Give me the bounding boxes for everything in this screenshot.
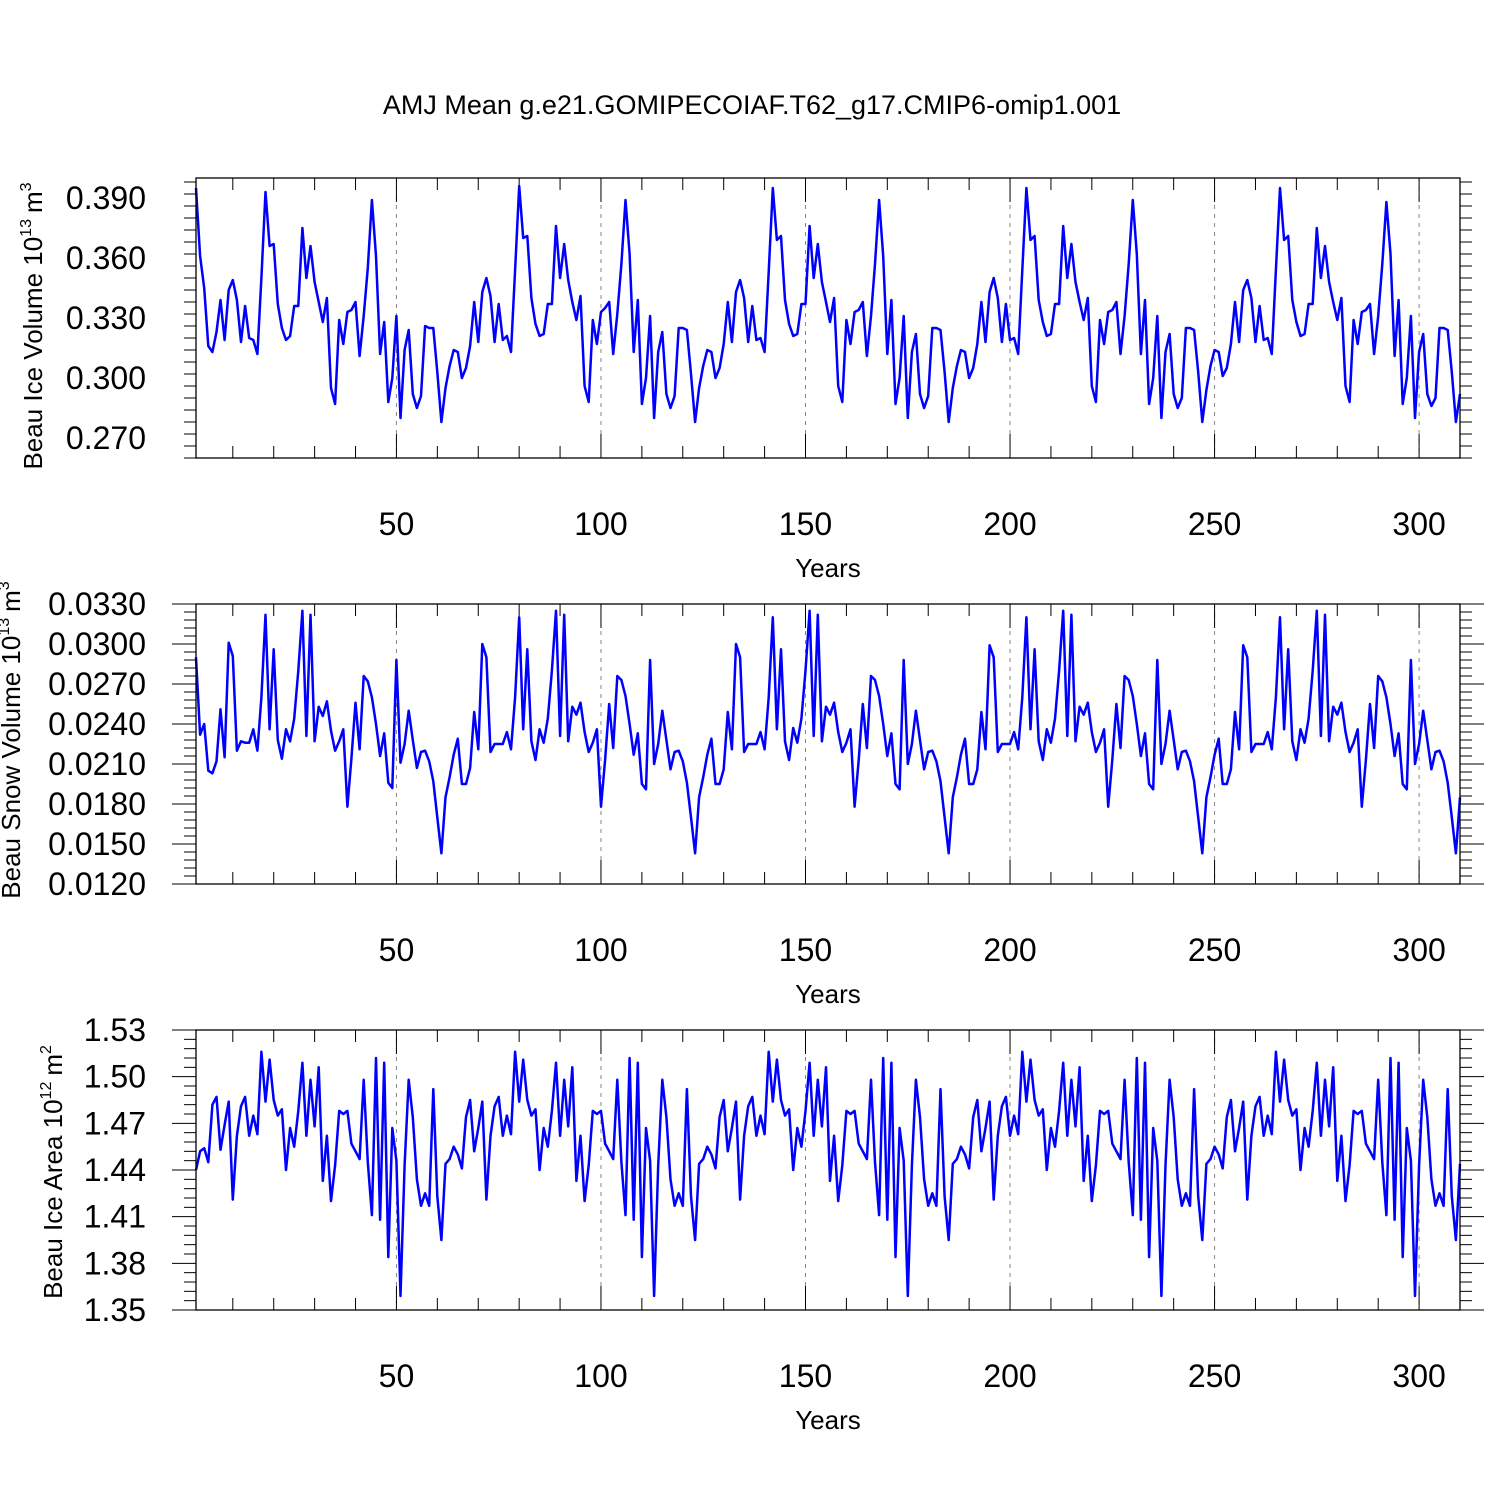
figure-title: AMJ Mean g.e21.GOMIPECOIAF.T62_g17.CMIP6… [383,90,1121,120]
y-axis-label: Beau Snow Volume 1013 m3 [0,581,26,899]
y-axis-label-unit-exponent: 3 [0,581,13,590]
y-tick-label: 0.0240 [48,706,146,742]
series-line [194,184,1462,424]
y-tick-label: 0.0120 [48,866,146,902]
y-tick-label: 1.35 [84,1292,146,1328]
x-tick-label: 100 [574,1358,627,1394]
x-tick-label: 250 [1188,506,1241,542]
y-tick-label: 0.300 [66,360,146,396]
y-tick-label: 0.330 [66,300,146,336]
panel-3: 50 100 150 200 250 300 1.53 1.50 1.47 1.44 1.41 1.3… [38,1012,1484,1435]
x-tick-label: 150 [779,506,832,542]
y-tick-label: 1.41 [84,1199,146,1235]
x-tick-label: 250 [1188,932,1241,968]
y-axis-label-unit: m [0,590,26,612]
y-axis-label-text: Beau Ice Area 10 [38,1099,68,1298]
x-tick-label: 200 [983,932,1036,968]
x-tick-label: 150 [779,932,832,968]
panel-2: 50 100 150 200 250 300 0.0330 0.0300 0.0270 0.024… [0,581,1484,1009]
y-tick-label: 0.0300 [48,626,146,662]
y-axis-label-unit: m [38,1054,68,1076]
y-axis-label-exponent: 13 [0,618,13,636]
y-tick-label: 0.390 [66,180,146,216]
y-axis-label-exponent: 13 [18,219,35,237]
plot-frame [195,603,1461,885]
y-axis-label-unit-exponent: 2 [38,1045,55,1054]
y-axis-label: Beau Ice Area 1012 m2 [38,1045,68,1299]
y-tick-label: 0.0150 [48,826,146,862]
x-tick-label: 50 [379,932,415,968]
x-tick-label: 50 [379,506,415,542]
y-axis-label-text: Beau Ice Volume 10 [18,237,48,470]
x-tick-label: 150 [779,1358,832,1394]
y-tick-label: 1.50 [84,1059,146,1095]
y-tick-label: 0.0270 [48,666,146,702]
x-tick-label: 200 [983,1358,1036,1394]
y-tick-label: 0.0210 [48,746,146,782]
y-tick-label: 1.47 [84,1105,146,1141]
y-axis-label-text: Beau Snow Volume 10 [0,636,26,899]
y-tick-label: 0.360 [66,240,146,276]
x-tick-label: 100 [574,932,627,968]
x-tick-label: 300 [1392,932,1445,968]
x-axis-label: Years [795,1405,861,1435]
y-tick-label: 1.38 [84,1245,146,1281]
x-tick-label: 100 [574,506,627,542]
y-tick-label: 1.44 [84,1152,146,1188]
x-tick-label: 300 [1392,1358,1445,1394]
y-axis-label: Beau Ice Volume 1013 m3 [18,182,48,469]
y-axis-label-unit-exponent: 3 [18,182,35,191]
y-tick-label: 0.270 [66,420,146,456]
y-axis-label-exponent: 12 [38,1082,55,1100]
x-axis-label: Years [795,553,861,583]
x-tick-label: 250 [1188,1358,1241,1394]
series-line [194,609,1462,855]
chart-panels: 50 100 150 200 250 3000.3900.3600.3300.3000.2… [0,177,1484,1435]
y-tick-label: 0.0330 [48,586,146,622]
y-tick-label: 0.0180 [48,786,146,822]
x-axis-label: Years [795,979,861,1009]
y-tick-label: 1.53 [84,1012,146,1048]
x-tick-label: 300 [1392,506,1445,542]
panel-1: 50 100 150 200 250 300 0.390 0.360 0.330 0.300 0.2… [18,177,1472,583]
x-tick-label: 50 [379,1358,415,1394]
plot-frame [195,177,1461,459]
x-tick-label: 200 [983,506,1036,542]
series-line [194,1050,1462,1298]
y-axis-label-unit: m [18,191,48,213]
plot-frame [195,1029,1461,1311]
